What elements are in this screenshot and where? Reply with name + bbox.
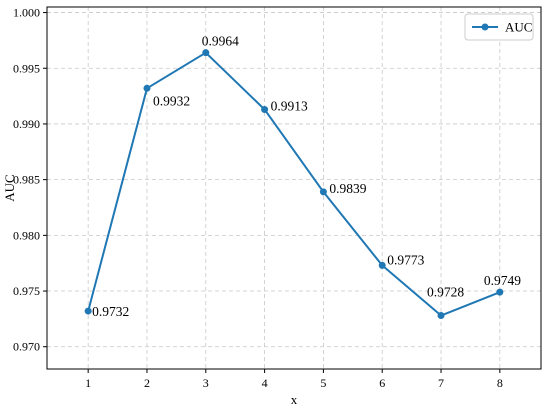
data-point [84,307,92,315]
data-point [496,288,504,296]
x-tick-label: 2 [144,376,150,390]
y-tick-label: 1.000 [13,6,40,20]
data-label: 0.9932 [153,93,190,108]
legend-label: AUC [505,20,532,35]
data-point [378,261,386,269]
x-axis-label: x [291,392,298,407]
data-label: 0.9964 [202,34,239,49]
data-point [437,312,445,320]
y-tick-label: 0.985 [13,173,40,187]
legend-marker [481,23,489,31]
data-point [319,188,327,196]
data-label: 0.9732 [92,304,129,319]
data-point [202,49,210,57]
y-tick-label: 0.980 [13,228,40,242]
y-axis-label: AUC [2,174,17,201]
plot-frame [46,6,542,370]
x-tick-label: 7 [438,376,444,390]
series-layer [84,49,504,320]
data-label: 0.9773 [387,252,424,267]
data-label: 0.9913 [271,98,308,113]
data-label: 0.9749 [484,273,521,288]
y-tick-label: 0.975 [13,284,40,298]
x-tick-label: 8 [497,376,503,390]
x-tick-label: 3 [203,376,209,390]
axis-ticks: 0.970 0.975 0.980 0.985 0.990 0.995 1.000 1 2 3 4 5… [13,6,503,390]
data-label: 0.9728 [427,285,464,300]
legend-box [464,13,534,41]
y-tick-label: 0.970 [13,340,40,354]
y-tick-label: 0.995 [13,61,40,75]
y-tick-label: 0.990 [13,117,40,131]
legend: AUC [464,13,534,41]
data-point [261,105,269,113]
x-tick-label: 5 [320,376,326,390]
x-tick-label: 4 [262,376,268,390]
data-point [143,84,151,92]
x-tick-label: 6 [379,376,385,390]
series-line-auc [87,51,501,317]
data-labels: 0.9732 0.9932 0.9964 0.9913 0.9839 0.9773 0.97… [92,34,521,319]
x-tick-label: 1 [85,376,91,390]
data-label: 0.9839 [329,181,366,196]
